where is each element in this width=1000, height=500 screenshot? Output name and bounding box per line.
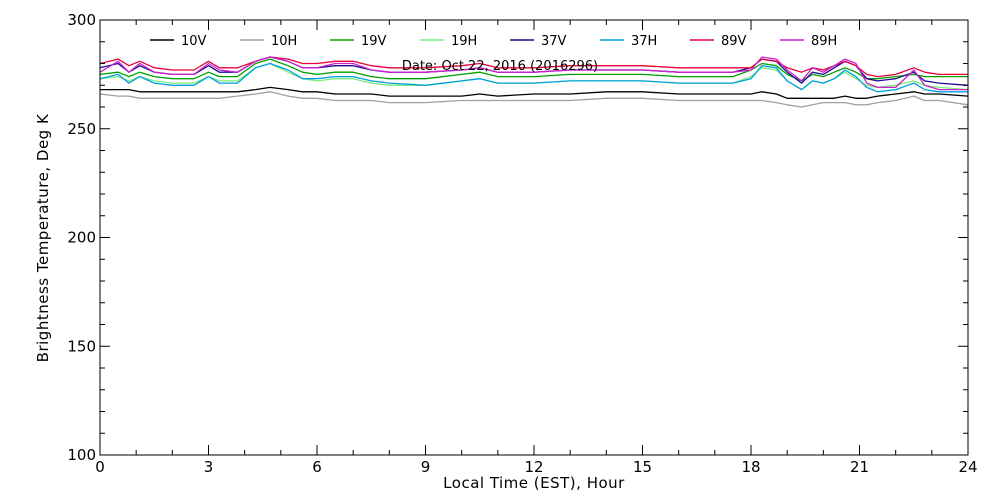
x-tick-label: 24: [958, 458, 977, 476]
x-tick-label: 21: [850, 458, 869, 476]
legend-label-89v: 89V: [721, 34, 747, 49]
y-tick-label: 100: [67, 446, 96, 464]
x-axis-title: Local Time (EST), Hour: [443, 474, 625, 492]
x-tick-label: 3: [204, 458, 214, 476]
axes-layer: 100 150 200 250 300 0 3 6 9 12 15 18 21 24: [67, 11, 977, 476]
legend-label-37h: 37H: [631, 34, 657, 49]
y-tick-label: 150: [67, 337, 96, 355]
y-axis-title: Brightness Temperature, Deg K: [34, 113, 52, 362]
series-line-89v: [99, 56, 968, 78]
y-tick-label: 300: [67, 11, 96, 29]
date-annotation: Date: Oct 22, 2016 (2016296): [402, 59, 598, 74]
plot-frame: [99, 19, 969, 456]
x-tick-label: 9: [421, 458, 431, 476]
x-tick-label: 6: [312, 458, 322, 476]
series-line-37h: [99, 62, 968, 93]
legend-label-19v: 19V: [361, 34, 387, 49]
x-tick-label: 18: [741, 458, 760, 476]
x-tick-label: 12: [524, 458, 543, 476]
x-tick-label: 0: [95, 458, 105, 476]
legend-label-10v: 10V: [181, 34, 207, 49]
y-tick-label: 200: [67, 229, 96, 247]
legend-label-89h: 89H: [811, 34, 837, 49]
x-tick-label: 15: [633, 458, 652, 476]
series-line-10v: [100, 86, 969, 99]
series-line-10h: [99, 91, 969, 108]
series-line-19v: [99, 58, 968, 82]
legend: 10V 10H 19V 19H 37V 37H 89V 89H: [150, 34, 837, 49]
legend-label-10h: 10H: [271, 34, 297, 49]
y-tick-label: 250: [67, 120, 96, 138]
legend-label-19h: 19H: [451, 34, 477, 49]
legend-label-37v: 37V: [541, 34, 567, 49]
series-layer: [99, 56, 969, 108]
series-line-89h: [99, 56, 968, 91]
